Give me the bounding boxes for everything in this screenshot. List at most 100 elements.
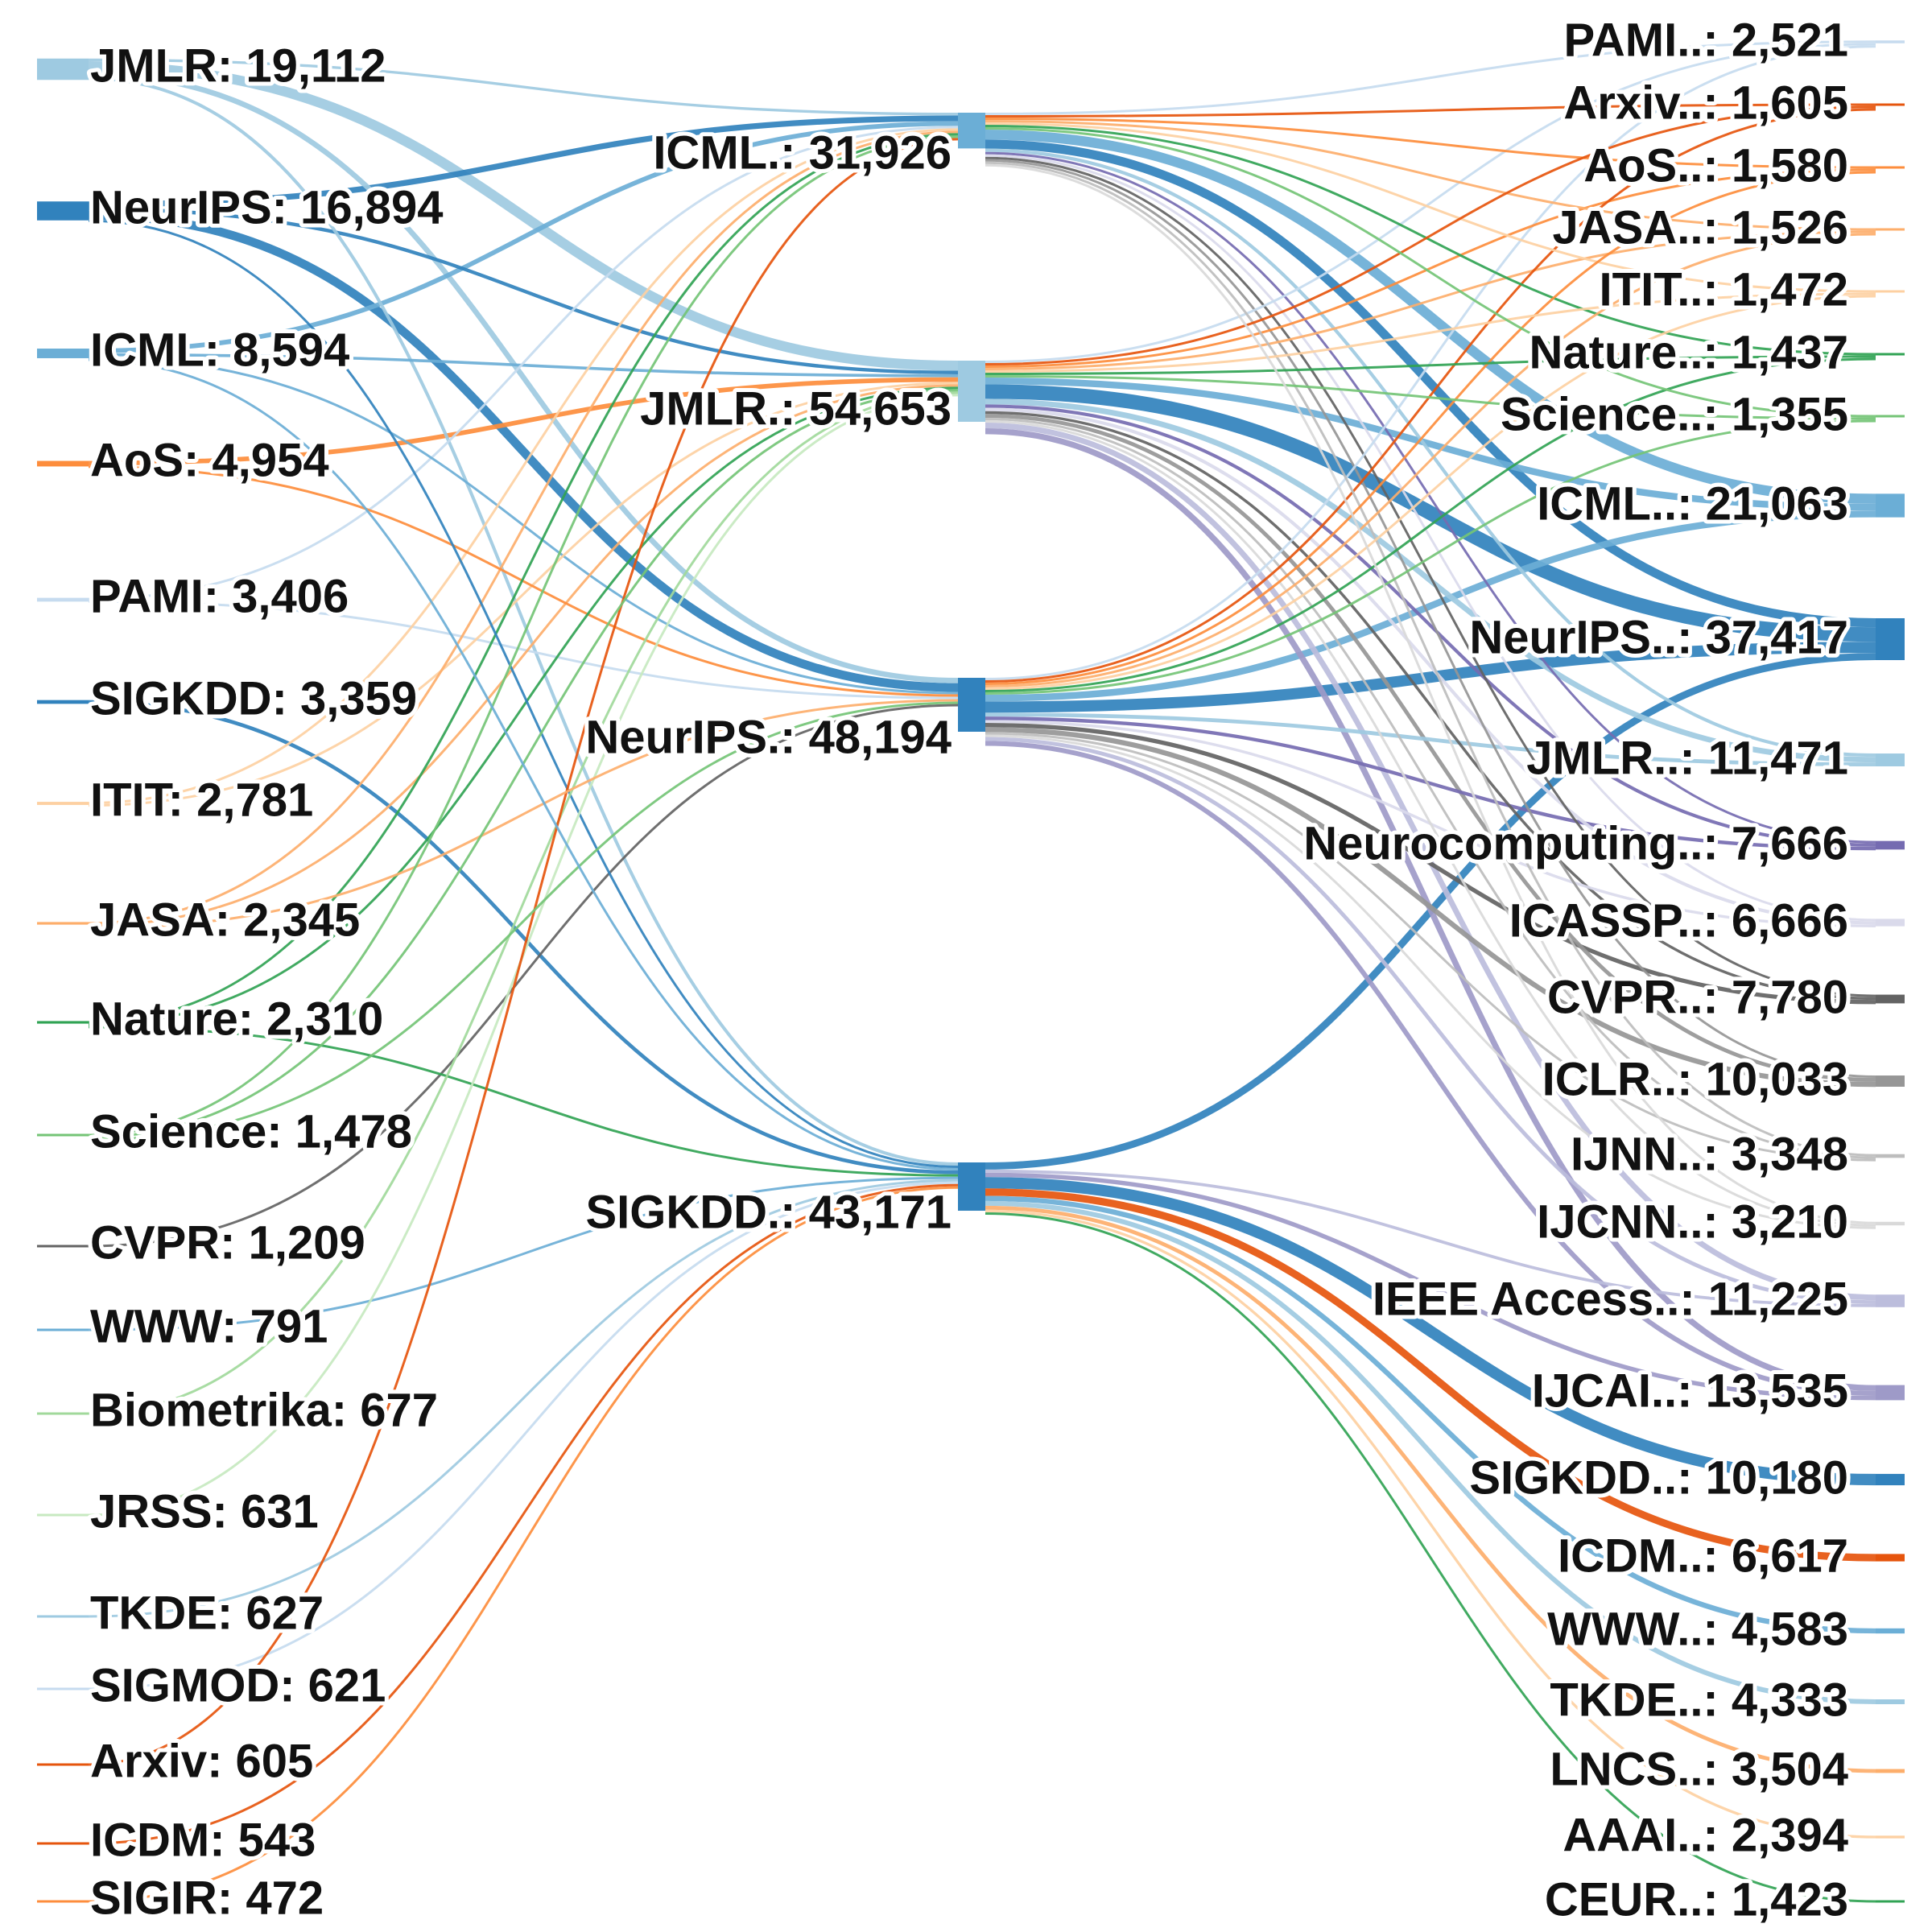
label-m-icml: ICML.: 31,926 [653, 126, 952, 179]
label-t-itit: ITIT..: 1,472 [1600, 263, 1848, 316]
node-s-pami [37, 597, 89, 602]
node-t-jasa [1876, 228, 1905, 231]
link-s-jmlr-to-m-icml [88, 58, 959, 116]
node-t-sigkdd [1876, 1473, 1905, 1486]
node-s-jmlr [37, 58, 89, 80]
label-t-arxiv: Arxiv..: 1,605 [1563, 76, 1848, 129]
node-s-biometrika [37, 1412, 89, 1415]
link-s-www-to-m-sigkdd [88, 1176, 959, 1331]
link-m-jmlr-to-t-cvpr [985, 411, 1876, 1001]
label-t-sigkdd: SIGKDD..: 10,180 [1469, 1451, 1848, 1504]
label-s-tkde: TKDE: 627 [90, 1587, 324, 1639]
label-t-tkde: TKDE..: 4,333 [1550, 1674, 1848, 1726]
link-m-neurips-to-t-pami [985, 45, 1876, 680]
link-m-sigkdd-to-t-aaai [985, 1209, 1876, 1839]
node-t-icml [1876, 493, 1905, 518]
link-m-icml-to-t-icml [985, 130, 1876, 504]
label-s-sigkdd: SIGKDD: 3,359 [90, 672, 417, 724]
label-t-ieee-access: IEEE Access..: 11,225 [1373, 1273, 1848, 1325]
label-t-ijnn: IJNN..: 3,348 [1571, 1128, 1848, 1180]
link-m-neurips-to-t-itit [985, 295, 1876, 690]
link-m-jmlr-to-t-jasa [985, 230, 1876, 370]
link-s-sigmod-to-m-sigkdd [88, 1181, 959, 1690]
label-s-nature: Nature: 2,310 [90, 993, 383, 1045]
link-s-nature-to-m-sigkdd [88, 1026, 959, 1177]
label-s-cvpr: CVPR: 1,209 [90, 1216, 365, 1269]
link-m-neurips-to-t-nature [985, 357, 1876, 692]
link-m-jmlr-to-t-nature [985, 355, 1876, 375]
label-t-ceur: CEUR..: 1,423 [1545, 1873, 1848, 1926]
link-m-neurips-to-t-cvpr [985, 722, 1876, 1005]
link-s-icml-to-m-icml [88, 121, 959, 353]
link-s-cvpr-to-m-neurips [88, 704, 959, 1248]
node-t-ceur [1876, 1900, 1905, 1903]
label-t-icml: ICML..: 21,063 [1537, 477, 1848, 530]
label-t-jasa: JASA..: 1,526 [1552, 201, 1848, 254]
label-t-pami: PAMI..: 2,521 [1564, 14, 1849, 66]
link-s-pami-to-m-neurips [88, 600, 959, 700]
node-s-nature [37, 1021, 89, 1024]
link-m-icml-to-t-nature [985, 125, 1876, 356]
link-s-science-to-m-neurips [88, 701, 959, 1141]
link-s-neurips-to-m-sigkdd [88, 219, 959, 1169]
link-s-aos-to-m-jmlr [88, 377, 959, 466]
node-s-tkde [37, 1615, 89, 1618]
link-m-icml-to-t-iclr [985, 159, 1876, 1079]
label-s-sigir: SIGIR: 472 [90, 1872, 324, 1924]
node-t-aos [1876, 166, 1905, 169]
node-t-arxiv [1876, 103, 1905, 106]
label-t-cvpr: CVPR..: 7,780 [1547, 971, 1848, 1023]
link-s-pami-to-m-icml [88, 126, 959, 601]
link-s-tkde-to-m-sigkdd [88, 1179, 959, 1618]
node-s-sigir [37, 1900, 89, 1903]
node-s-www [37, 1328, 89, 1331]
link-s-jmlr-to-m-jmlr [88, 61, 959, 371]
label-t-neurips: NeurIPS..: 37,417 [1469, 611, 1848, 663]
link-m-sigkdd-to-t-ceur [985, 1212, 1876, 1903]
link-m-icml-to-t-aos [985, 118, 1876, 169]
link-s-icdm-to-m-sigkdd [88, 1183, 959, 1845]
link-m-neurips-to-t-neurips [985, 642, 1876, 713]
link-m-neurips-to-t-aos [985, 171, 1876, 685]
link-m-icml-to-t-jasa [985, 120, 1876, 231]
link-s-jmlr-to-m-neurips [88, 71, 959, 683]
node-m-neurips [958, 678, 985, 732]
link-m-jmlr-to-t-iclr [985, 414, 1876, 1082]
link-m-icml-to-t-neurocomputing [985, 151, 1876, 844]
link-s-jasa-to-m-jmlr [88, 384, 959, 927]
node-s-aos [37, 460, 89, 467]
label-t-nature: Nature..: 1,437 [1529, 326, 1848, 378]
node-t-lncs [1876, 1769, 1905, 1773]
link-s-itit-to-m-icml [88, 128, 959, 805]
link-s-science-to-m-icml [88, 135, 959, 1137]
node-s-arxiv [37, 1763, 89, 1766]
link-m-jmlr-to-t-icml [985, 378, 1876, 511]
label-s-icml: ICML: 8,594 [90, 324, 349, 376]
label-s-jrss: JRSS: 631 [90, 1485, 319, 1538]
link-m-neurips-to-t-ieee-access [985, 737, 1876, 1305]
label-s-icdm: ICDM: 543 [90, 1814, 316, 1866]
label-t-science: Science..: 1,355 [1501, 388, 1848, 440]
node-s-icdm [37, 1842, 89, 1845]
label-s-arxiv: Arxiv: 605 [90, 1735, 313, 1787]
link-s-sigir-to-m-sigkdd [88, 1186, 959, 1903]
link-m-neurips-to-t-iclr [985, 727, 1876, 1088]
outgoing-links [985, 40, 1876, 1903]
link-s-arxiv-to-m-icml [88, 138, 959, 1766]
label-t-neurocomputing: Neurocomputing..: 7,666 [1303, 817, 1848, 869]
node-t-iclr [1876, 1075, 1905, 1087]
node-t-tkde [1876, 1699, 1905, 1705]
node-t-ijnn [1876, 1154, 1905, 1158]
node-s-jasa [37, 922, 89, 925]
label-m-sigkdd: SIGKDD.: 43,171 [585, 1186, 952, 1238]
link-m-icml-to-t-neurips [985, 139, 1876, 628]
node-t-nature [1876, 353, 1905, 356]
node-s-icml [37, 349, 89, 358]
label-t-aaai: AAAI..: 2,394 [1563, 1809, 1848, 1861]
link-m-jmlr-to-t-itit [985, 292, 1876, 373]
link-m-jmlr-to-t-aos [985, 168, 1876, 368]
label-s-science: Science: 1,478 [90, 1105, 412, 1158]
link-m-jmlr-to-t-arxiv [985, 105, 1876, 365]
label-t-www: WWW..: 4,583 [1547, 1603, 1848, 1655]
link-s-neurips-to-m-icml [88, 115, 959, 208]
